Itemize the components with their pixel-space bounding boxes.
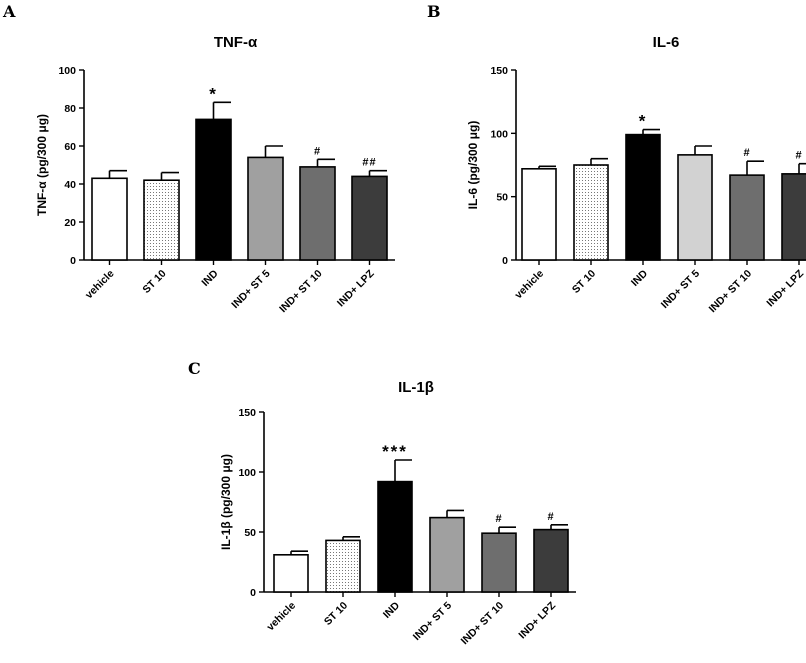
chart-title: IL-6 — [653, 34, 680, 51]
y-tick-label: 50 — [244, 527, 256, 539]
bar — [377, 480, 413, 593]
significance-label: # — [314, 145, 321, 157]
significance-label: # — [743, 147, 750, 159]
category-label: vehicle — [83, 268, 117, 302]
significance-label: *** — [382, 442, 408, 461]
y-tick-label: 100 — [238, 467, 256, 479]
category-label: IND+ ST 5 — [411, 600, 454, 643]
y-tick-label: 20 — [64, 217, 76, 229]
y-axis-label: TNF-α (pg/300 μg) — [35, 114, 49, 216]
bar — [325, 539, 361, 593]
category-label: vehicle — [512, 268, 546, 302]
significance-label: # — [495, 513, 502, 525]
bar — [781, 173, 806, 261]
y-tick-label: 0 — [250, 587, 256, 599]
bar — [677, 154, 713, 261]
y-axis-label: IL-6 (pg/300 μg) — [466, 121, 480, 210]
category-label: ST 10 — [322, 600, 350, 628]
bar — [143, 179, 180, 261]
chart-il-6: IL-6 IL-6 (pg/300 μg) 0 50 100 150 vehicle ST 1… — [466, 34, 806, 315]
category-label: IND — [629, 267, 651, 289]
chart-il-1beta: IL-1β IL-1β (pg/300 μg) 0 50 100 150 vehicle ST… — [219, 379, 576, 647]
y-tick-label: 150 — [490, 65, 508, 77]
bar — [481, 532, 517, 593]
bar — [729, 174, 765, 261]
significance-label: # — [795, 150, 802, 162]
bar — [429, 516, 465, 593]
significance-label: ## — [362, 157, 376, 169]
bar — [299, 166, 336, 261]
category-label: ST 10 — [140, 268, 168, 296]
category-label: IND — [381, 599, 403, 621]
bar — [91, 177, 128, 261]
category-label: IND+ ST 5 — [659, 268, 702, 311]
bar — [273, 553, 309, 593]
category-label: IND+ LPZ — [335, 267, 377, 309]
y-tick-label: 0 — [502, 255, 508, 267]
bar — [351, 175, 388, 261]
category-label: vehicle — [264, 600, 298, 634]
category-label: IND — [199, 267, 221, 289]
y-tick-label: 80 — [64, 103, 76, 115]
category-label: IND+ ST 10 — [459, 600, 507, 648]
bar — [625, 133, 661, 261]
chart-tnf-alpha: TNF-α TNF-α (pg/300 μg) 0 20 40 60 80 100 vehicl… — [35, 34, 395, 315]
y-tick-label: 40 — [64, 179, 76, 191]
y-tick-label: 100 — [490, 128, 508, 140]
y-tick-label: 50 — [496, 192, 508, 204]
category-label: ST 10 — [570, 268, 598, 296]
y-axis-label: IL-1β (pg/300 μg) — [219, 454, 233, 550]
panel-letter-a: A — [2, 2, 16, 21]
y-tick-label: 100 — [58, 65, 76, 77]
y-tick-label: 60 — [64, 141, 76, 153]
significance-label: * — [639, 112, 648, 131]
bar — [521, 168, 557, 261]
bar — [195, 118, 232, 261]
significance-label: * — [209, 84, 218, 103]
y-tick-label: 150 — [238, 407, 256, 419]
chart-title: TNF-α — [214, 34, 258, 51]
panel-letter-c: C — [188, 359, 201, 378]
bar — [533, 528, 569, 593]
chart-title: IL-1β — [398, 379, 434, 396]
category-label: IND+ LPZ — [516, 599, 558, 641]
y-tick-label: 0 — [70, 255, 76, 267]
bar — [247, 156, 284, 261]
category-label: IND+ ST 10 — [277, 268, 325, 316]
category-label: IND+ ST 5 — [229, 268, 272, 311]
bar — [573, 164, 609, 261]
category-label: IND+ LPZ — [764, 267, 806, 309]
significance-label: # — [547, 511, 554, 523]
panel-letter-b: B — [427, 2, 441, 21]
category-label: IND+ ST 10 — [707, 268, 755, 316]
